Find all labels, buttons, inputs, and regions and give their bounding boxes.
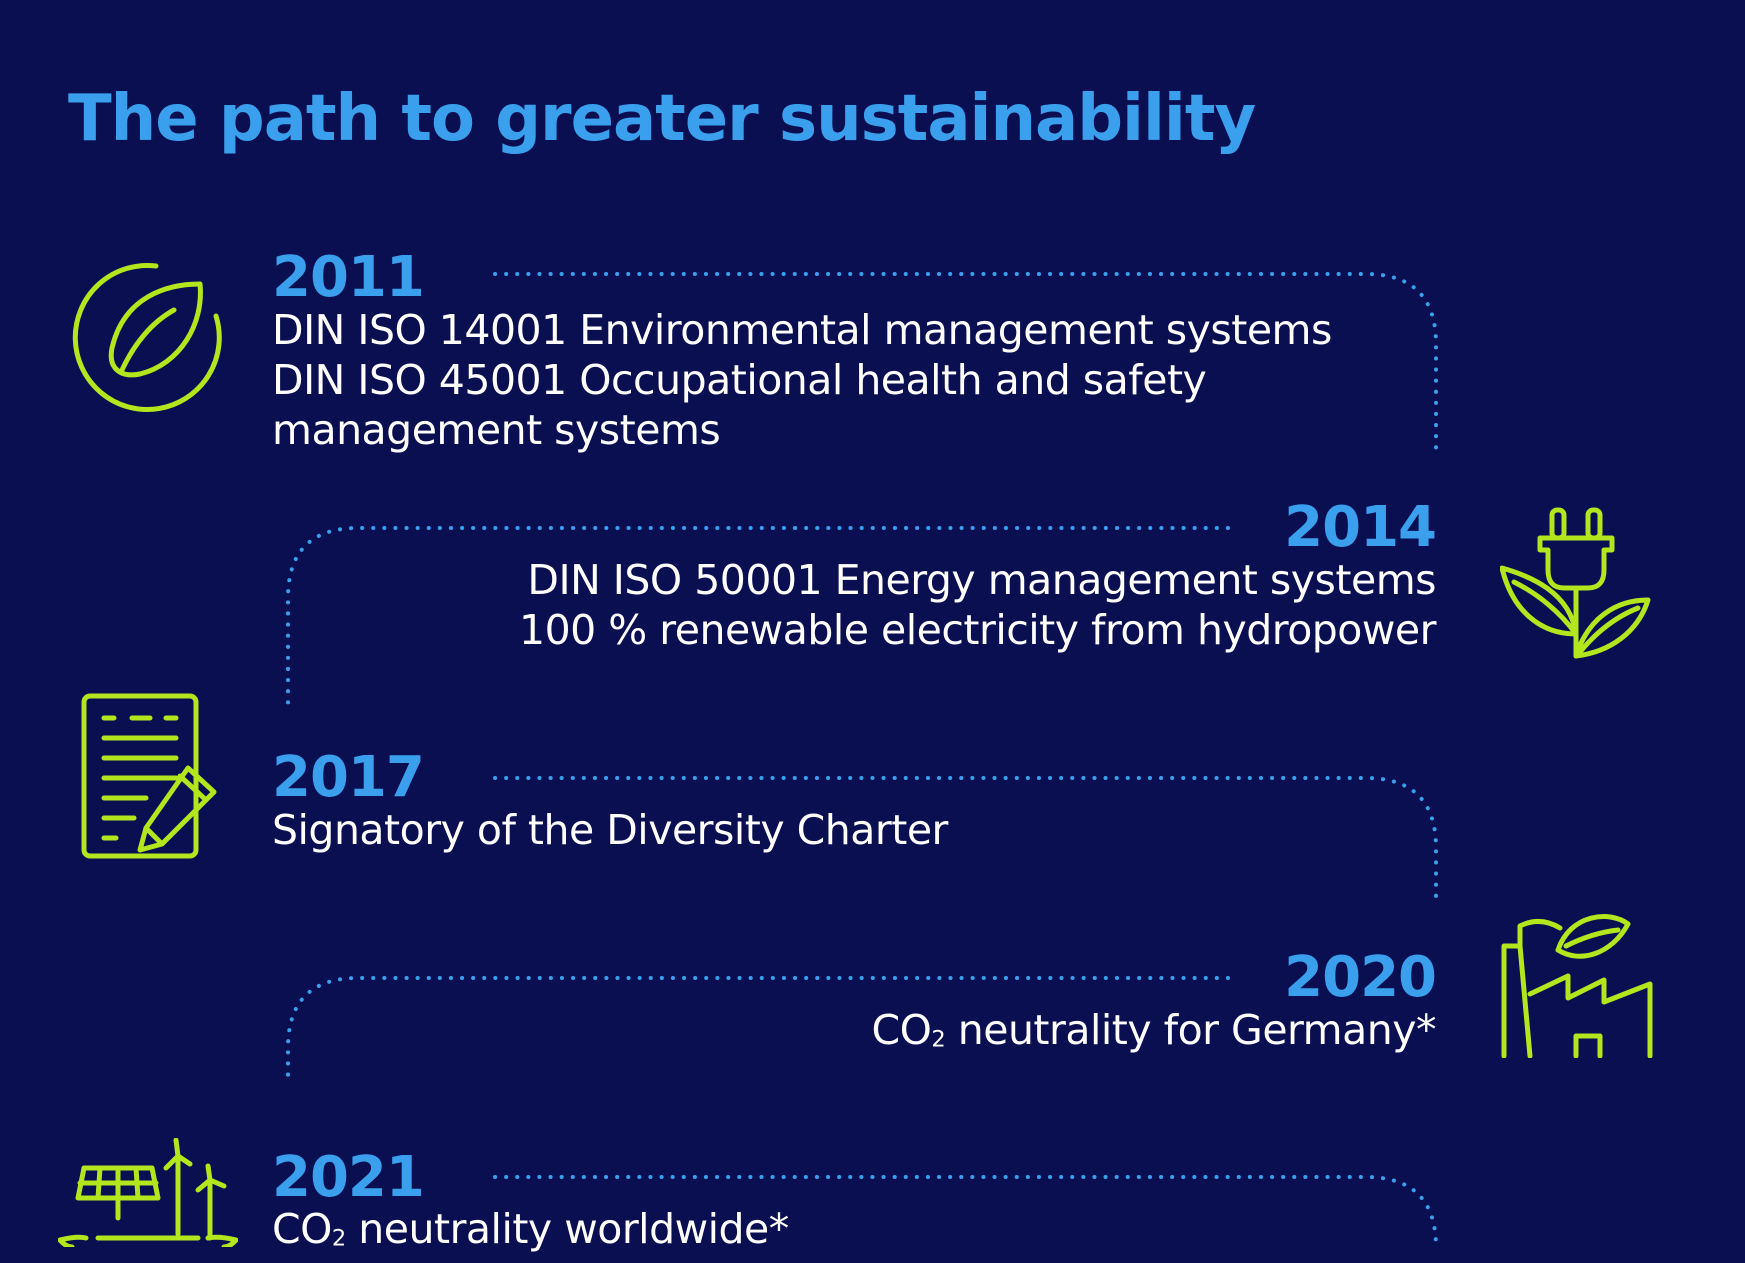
document-pen-icon bbox=[81, 693, 217, 859]
year-2014: 2014 bbox=[1284, 495, 1437, 560]
timeline-segment-3 bbox=[493, 776, 1438, 908]
timeline-segment-4 bbox=[286, 976, 1230, 1084]
leaf-circle-icon bbox=[72, 262, 222, 412]
timeline-segment-5 bbox=[493, 1175, 1438, 1247]
milestone-2011-line-1: DIN ISO 14001 Environmental management s… bbox=[272, 306, 1332, 354]
co2-suffix: neutrality worldwide* bbox=[345, 1205, 789, 1253]
co2-suffix: neutrality for Germany* bbox=[945, 1006, 1437, 1054]
factory-leaf-icon bbox=[1501, 914, 1653, 1058]
timeline-segment-2 bbox=[286, 526, 1230, 708]
milestone-2014-line-1: DIN ISO 50001 Energy management systems bbox=[527, 556, 1436, 604]
plug-plant-icon bbox=[1500, 507, 1651, 659]
milestone-2020-line-1: CO2 neutrality for Germany* bbox=[871, 1005, 1436, 1064]
milestone-2011-line-2: DIN ISO 45001 Occupational health and sa… bbox=[272, 356, 1207, 404]
co2-prefix: CO bbox=[871, 1006, 932, 1054]
year-2020: 2020 bbox=[1284, 945, 1437, 1010]
co2-prefix: CO bbox=[272, 1205, 332, 1253]
milestone-2014-line-2: 100 % renewable electricity from hydropo… bbox=[519, 606, 1437, 654]
co2-subscript: 2 bbox=[931, 1026, 946, 1053]
milestone-2021-line-1: CO2 neutrality worldwide* bbox=[272, 1204, 789, 1263]
year-2017: 2017 bbox=[272, 745, 425, 810]
milestone-2011-line-3: management systems bbox=[272, 406, 721, 454]
year-2021: 2021 bbox=[272, 1145, 425, 1210]
year-2011: 2011 bbox=[272, 245, 425, 310]
renewable-earth-icon bbox=[58, 1138, 238, 1247]
co2-subscript: 2 bbox=[331, 1225, 346, 1252]
page-title: The path to greater sustainability bbox=[68, 82, 1256, 156]
milestone-2017-line-1: Signatory of the Diversity Charter bbox=[272, 806, 948, 854]
timeline-segment-1 bbox=[493, 272, 1438, 458]
